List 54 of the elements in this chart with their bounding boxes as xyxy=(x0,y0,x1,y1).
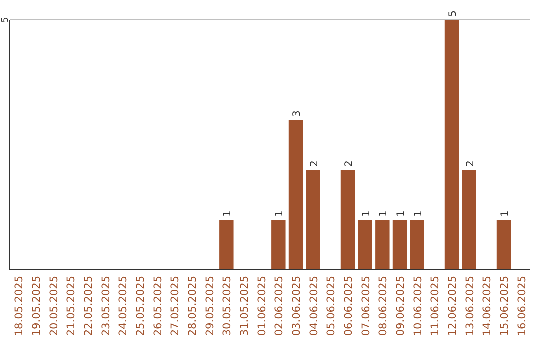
x-tick-label: 07.06.2025 xyxy=(360,276,372,336)
x-tick-label: 31.05.2025 xyxy=(239,276,251,336)
x-tick-label: 08.06.2025 xyxy=(378,276,390,336)
x-tick-label: 01.06.2025 xyxy=(256,276,268,336)
bar xyxy=(376,220,390,270)
x-tick-label: 09.06.2025 xyxy=(395,276,407,336)
data-label: 3 xyxy=(292,110,303,117)
x-tick-label: 02.06.2025 xyxy=(274,276,286,336)
data-label: 2 xyxy=(309,160,320,167)
bar xyxy=(392,220,408,270)
bar xyxy=(444,20,460,270)
data-label: 1 xyxy=(222,210,234,217)
x-tick-label: 22.05.2025 xyxy=(83,276,95,336)
x-tick-label: 10.06.2025 xyxy=(412,276,424,336)
data-label: 2 xyxy=(344,160,355,167)
data-label: 1 xyxy=(500,210,511,217)
x-tick-label: 24.05.2025 xyxy=(118,276,130,336)
bar xyxy=(272,220,286,270)
x-tick-label: 03.06.2025 xyxy=(291,276,303,336)
x-tick-label: 05.06.2025 xyxy=(326,276,338,336)
x-tick-label: 21.05.2025 xyxy=(66,276,78,336)
x-tick-label: 19.05.2025 xyxy=(31,276,43,336)
x-tick-label: 29.05.2025 xyxy=(204,276,216,336)
x-tick-label: 23.05.2025 xyxy=(100,276,112,336)
data-label: 2 xyxy=(465,160,476,167)
x-tick-label: 20.05.2025 xyxy=(48,276,60,336)
x-tick-label: 25.05.2025 xyxy=(135,276,147,336)
data-label: 1 xyxy=(361,210,372,217)
x-tick-label: 26.05.2025 xyxy=(152,276,164,336)
x-tick-label: 13.06.2025 xyxy=(464,276,476,336)
bar xyxy=(496,220,512,270)
data-label: 1 xyxy=(396,210,407,217)
bar xyxy=(358,220,372,270)
bar xyxy=(288,120,304,270)
x-tick-label: 12.06.2025 xyxy=(447,276,459,336)
x-tick-label: 04.06.2025 xyxy=(308,276,320,336)
x-tick-label: 28.05.2025 xyxy=(187,276,199,336)
bar xyxy=(462,170,476,270)
data-label: 1 xyxy=(274,210,286,217)
data-label: 5 xyxy=(448,10,459,17)
x-tick-label: 11.06.2025 xyxy=(430,276,442,336)
bar xyxy=(410,220,424,270)
x-tick-label: 14.06.2025 xyxy=(482,276,494,336)
x-tick-label: 16.06.2025 xyxy=(516,276,528,336)
x-tick-label: 15.06.2025 xyxy=(499,276,511,336)
bar xyxy=(220,220,234,270)
data-label: 1 xyxy=(378,210,390,217)
x-tick-label: 18.05.2025 xyxy=(14,276,26,336)
x-tick-label: 30.05.2025 xyxy=(222,276,234,336)
bar xyxy=(340,170,356,270)
x-tick-label: 27.05.2025 xyxy=(170,276,182,336)
data-label: 1 xyxy=(413,210,424,217)
x-tick-label: 06.06.2025 xyxy=(343,276,355,336)
bar xyxy=(306,170,320,270)
